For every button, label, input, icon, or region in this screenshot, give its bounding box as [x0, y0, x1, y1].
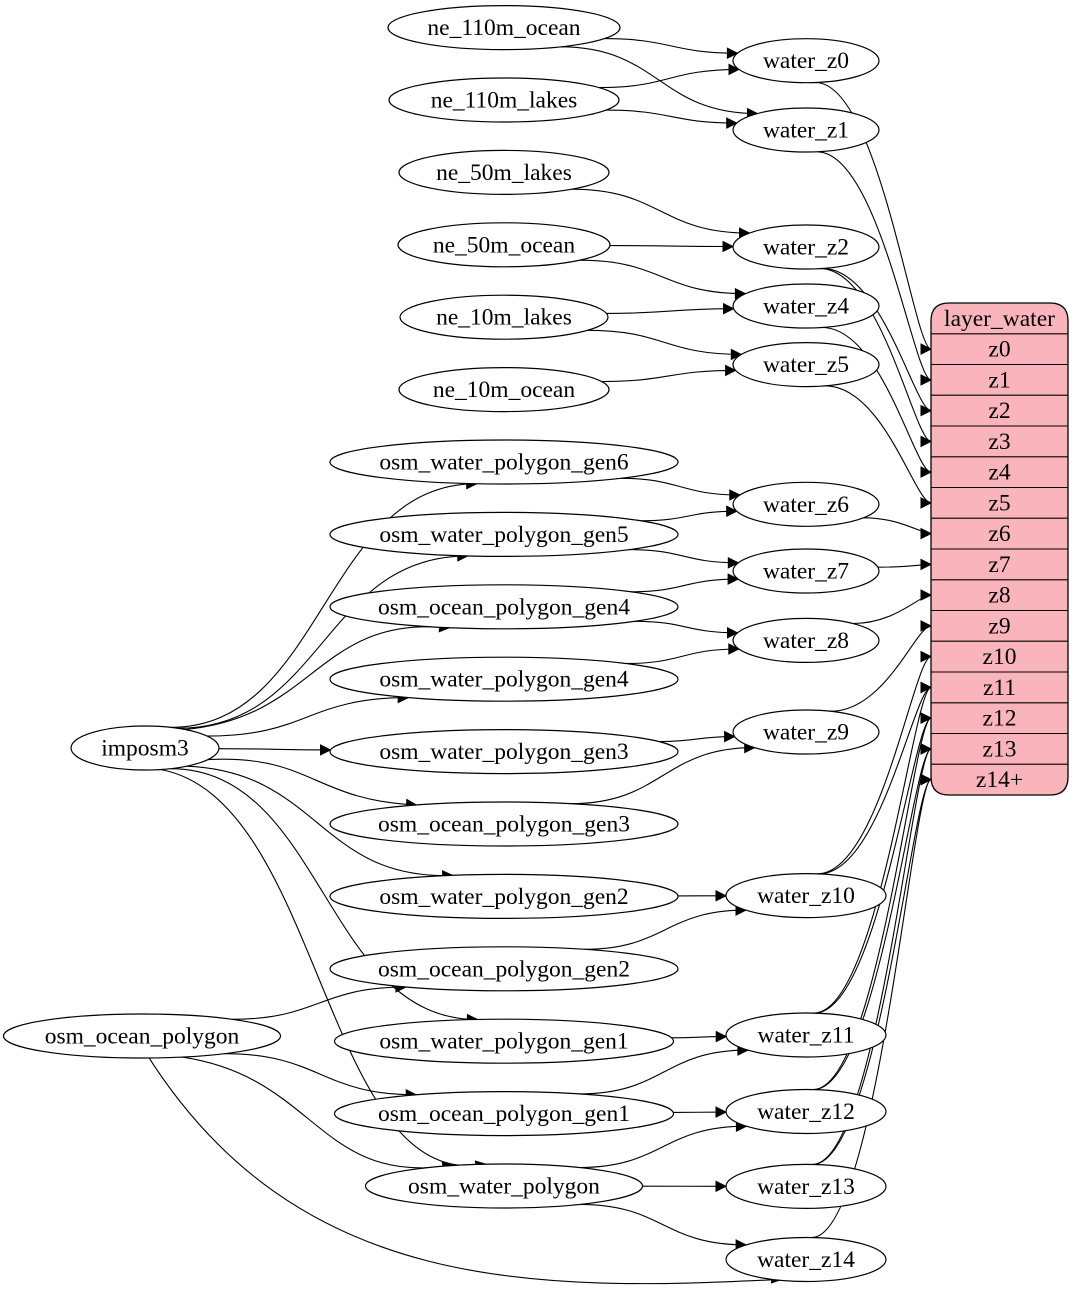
- svg-text:osm_water_polygon_gen4: osm_water_polygon_gen4: [379, 667, 629, 693]
- svg-text:z11: z11: [983, 675, 1016, 701]
- svg-text:osm_water_polygon_gen3: osm_water_polygon_gen3: [379, 739, 628, 765]
- svg-text:z2: z2: [988, 398, 1010, 424]
- svg-text:z10: z10: [983, 644, 1017, 670]
- svg-text:z5: z5: [988, 490, 1010, 516]
- svg-text:z7: z7: [988, 552, 1010, 578]
- svg-text:z1: z1: [988, 367, 1010, 393]
- svg-text:ne_110m_ocean: ne_110m_ocean: [427, 15, 580, 41]
- svg-text:water_z11: water_z11: [758, 1023, 855, 1049]
- svg-text:water_z14: water_z14: [757, 1247, 855, 1273]
- svg-text:osm_water_polygon_gen2: osm_water_polygon_gen2: [379, 884, 628, 910]
- svg-text:layer_water: layer_water: [944, 306, 1055, 332]
- svg-text:ne_10m_lakes: ne_10m_lakes: [436, 305, 572, 331]
- svg-text:water_z12: water_z12: [757, 1099, 855, 1125]
- svg-text:water_z0: water_z0: [763, 48, 849, 74]
- svg-text:osm_ocean_polygon: osm_ocean_polygon: [45, 1024, 240, 1050]
- svg-text:z12: z12: [983, 706, 1017, 732]
- svg-text:ne_10m_ocean: ne_10m_ocean: [433, 377, 576, 403]
- svg-text:osm_ocean_polygon_gen4: osm_ocean_polygon_gen4: [378, 594, 630, 620]
- svg-text:water_z13: water_z13: [757, 1174, 855, 1200]
- svg-text:osm_ocean_polygon_gen2: osm_ocean_polygon_gen2: [378, 956, 630, 982]
- svg-text:osm_water_polygon_gen1: osm_water_polygon_gen1: [379, 1029, 628, 1055]
- svg-text:water_z2: water_z2: [763, 235, 849, 261]
- svg-text:z9: z9: [988, 613, 1010, 639]
- svg-text:osm_water_polygon: osm_water_polygon: [408, 1174, 600, 1200]
- svg-text:osm_water_polygon_gen5: osm_water_polygon_gen5: [379, 522, 628, 548]
- svg-text:water_z6: water_z6: [763, 492, 849, 518]
- svg-text:z3: z3: [988, 429, 1010, 455]
- svg-text:water_z1: water_z1: [763, 118, 849, 144]
- svg-text:z6: z6: [988, 521, 1010, 547]
- svg-text:z0: z0: [988, 337, 1010, 363]
- svg-text:water_z10: water_z10: [757, 883, 855, 909]
- svg-text:z13: z13: [983, 736, 1017, 762]
- svg-text:z4: z4: [988, 460, 1010, 486]
- svg-text:water_z5: water_z5: [763, 352, 849, 378]
- svg-text:z14+: z14+: [976, 767, 1023, 793]
- svg-text:water_z9: water_z9: [763, 720, 849, 746]
- svg-text:osm_ocean_polygon_gen3: osm_ocean_polygon_gen3: [378, 812, 630, 838]
- svg-text:water_z4: water_z4: [763, 294, 849, 320]
- svg-text:imposm3: imposm3: [101, 736, 188, 762]
- svg-text:water_z7: water_z7: [763, 559, 849, 585]
- svg-text:z8: z8: [988, 583, 1010, 609]
- svg-text:osm_water_polygon_gen6: osm_water_polygon_gen6: [379, 450, 629, 476]
- svg-text:ne_110m_lakes: ne_110m_lakes: [431, 88, 578, 114]
- svg-text:ne_50m_ocean: ne_50m_ocean: [433, 232, 576, 258]
- svg-text:water_z8: water_z8: [763, 628, 849, 654]
- svg-text:ne_50m_lakes: ne_50m_lakes: [436, 160, 572, 186]
- svg-text:osm_ocean_polygon_gen1: osm_ocean_polygon_gen1: [378, 1101, 630, 1127]
